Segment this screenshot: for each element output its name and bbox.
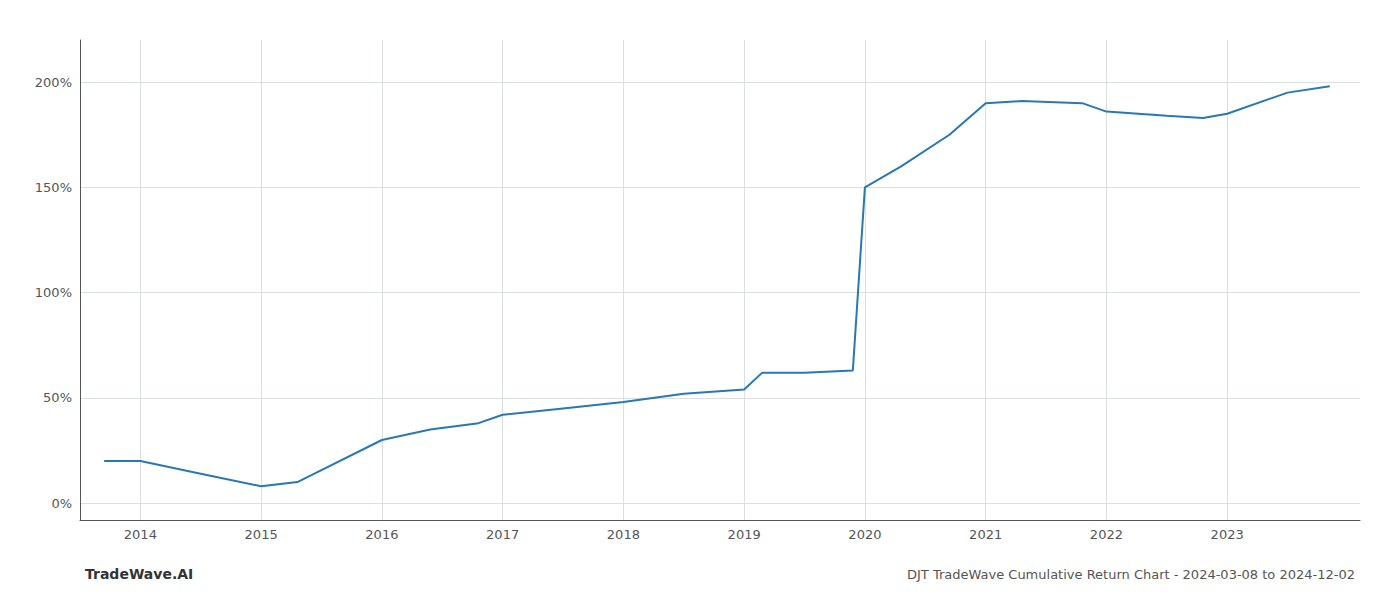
svg-text:2014: 2014 (124, 527, 157, 542)
svg-text:100%: 100% (35, 285, 72, 300)
svg-text:2021: 2021 (969, 527, 1002, 542)
svg-text:DJT TradeWave Cumulative Retur: DJT TradeWave Cumulative Return Chart - … (907, 567, 1355, 582)
svg-text:TradeWave.AI: TradeWave.AI (85, 566, 193, 582)
svg-text:2015: 2015 (245, 527, 278, 542)
svg-text:2016: 2016 (365, 527, 398, 542)
svg-text:2018: 2018 (607, 527, 640, 542)
svg-text:150%: 150% (35, 180, 72, 195)
svg-text:0%: 0% (51, 496, 72, 511)
svg-text:50%: 50% (43, 390, 72, 405)
svg-text:2023: 2023 (1211, 527, 1244, 542)
svg-text:2022: 2022 (1090, 527, 1123, 542)
svg-text:2019: 2019 (728, 527, 761, 542)
svg-text:2017: 2017 (486, 527, 519, 542)
svg-text:200%: 200% (35, 75, 72, 90)
svg-text:2020: 2020 (848, 527, 881, 542)
